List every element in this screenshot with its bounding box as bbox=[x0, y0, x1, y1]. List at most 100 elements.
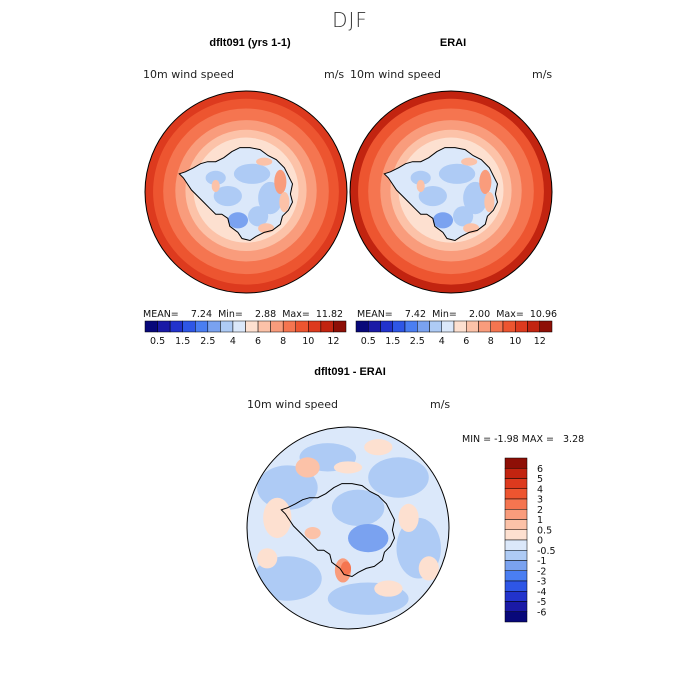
colorbar-diff-tick-label: 0.5 bbox=[537, 525, 552, 536]
colorbar-diff-tick-label: -6 bbox=[537, 607, 546, 618]
colorbar-panel2-tick-label: 6 bbox=[463, 336, 469, 347]
colorbar-panel1-swatch bbox=[320, 320, 334, 333]
colorbar-diff-tick-label: 5 bbox=[537, 474, 543, 485]
map-erai-low-wind bbox=[418, 185, 447, 207]
colorbar-diff-tick-label: 3 bbox=[537, 495, 543, 506]
panel2-variable-label: 10m wind speed bbox=[350, 68, 441, 81]
panel1-min-label: Min= bbox=[218, 309, 243, 320]
colorbar-panel1-swatch bbox=[257, 320, 271, 333]
colorbar-diff-swatch bbox=[504, 570, 528, 582]
colorbar-diff-swatch bbox=[504, 457, 528, 469]
colorbar-panel2-swatch bbox=[404, 320, 418, 333]
colorbar-panel2-swatch bbox=[478, 320, 491, 333]
colorbar-panel2-tick-label: 2.5 bbox=[410, 336, 425, 347]
colorbar-diff-tick-label: 1 bbox=[537, 515, 543, 526]
panel3-stats: MIN = -1.98 MAX = 3.28 bbox=[462, 434, 584, 445]
colorbar-diff-tick-label: -5 bbox=[537, 597, 546, 608]
map-diff bbox=[246, 426, 450, 630]
panel1-mean-label: MEAN= bbox=[143, 309, 179, 320]
panel1-units-label: m/s bbox=[324, 68, 345, 81]
colorbar-diff-swatch bbox=[504, 498, 528, 510]
colorbar-diff-tick-label: 2 bbox=[537, 505, 543, 516]
colorbar-panel1-swatch bbox=[169, 320, 183, 333]
panel1-variable-label: 10m wind speed bbox=[143, 68, 234, 81]
map-dflt091-border bbox=[144, 90, 348, 294]
map-diff-anomaly bbox=[304, 526, 321, 540]
colorbar-panel1-swatch bbox=[207, 320, 221, 333]
colorbar-panel1-swatch bbox=[295, 320, 309, 333]
panel1-min-value: 2.88 bbox=[254, 309, 277, 320]
panel2-min-value: 2.00 bbox=[468, 309, 491, 320]
colorbar-panel2-swatch bbox=[502, 320, 516, 333]
colorbar-panel1-swatch bbox=[282, 320, 296, 333]
map-erai-low-wind bbox=[438, 163, 476, 184]
colorbar-diff-tick-label: -3 bbox=[537, 577, 546, 588]
colorbar-diff-swatch bbox=[504, 539, 528, 551]
colorbar-panel1-swatch bbox=[308, 320, 322, 333]
colorbar-panel1-tick-label: 2.5 bbox=[200, 336, 215, 347]
map-dflt091-low-wind bbox=[205, 170, 226, 185]
colorbar-panel1-swatch bbox=[333, 320, 347, 333]
map-erai-low-wind bbox=[453, 206, 474, 227]
colorbar-diff-tick-label: 6 bbox=[537, 464, 543, 475]
colorbar-panel2-tick-label: 1.5 bbox=[385, 336, 400, 347]
map-diff-contours bbox=[247, 427, 449, 629]
map-dflt091-high-wind bbox=[211, 179, 220, 192]
panel2-stats: MEAN= 7.42 Min= 2.00 Max= 10.96 bbox=[357, 309, 557, 320]
map-erai-high-wind bbox=[416, 179, 425, 192]
panel3-variable-label: 10m wind speed bbox=[247, 398, 338, 411]
panel1-stats: MEAN= 7.24 Min= 2.88 Max= 11.82 bbox=[143, 309, 343, 320]
colorbar-panel1-tick-label: 1.5 bbox=[175, 336, 190, 347]
panel1-max-label: Max= bbox=[282, 309, 310, 320]
colorbar-diff-tick-label: -4 bbox=[537, 587, 546, 598]
colorbar-panel2-tick-label: 4 bbox=[439, 336, 445, 347]
map-erai-coastline bbox=[383, 147, 499, 242]
map-dflt091-low-wind bbox=[227, 212, 249, 229]
map-diff-anomaly bbox=[331, 489, 385, 526]
colorbar-diff-swatch bbox=[504, 509, 528, 520]
colorbar-panel2-swatch bbox=[392, 320, 406, 333]
panel3-min-value: -1.98 bbox=[494, 434, 519, 445]
figure-title: DJF bbox=[332, 8, 368, 32]
colorbar-panel2-swatch bbox=[441, 320, 455, 333]
colorbar-panel1-swatch bbox=[270, 320, 284, 333]
panel3-min-label: MIN = bbox=[462, 434, 492, 445]
panel1-mean-value: 7.24 bbox=[190, 309, 213, 320]
colorbar-panel2: 0.5 1.5 2.5 4 6 8 10 12 bbox=[355, 320, 553, 347]
colorbar-panel2-tick-label: 12 bbox=[534, 336, 546, 347]
colorbar-panel2-swatch bbox=[490, 320, 504, 333]
colorbar-panel2-swatch bbox=[417, 320, 430, 333]
colorbar-panel1-tick-label: 10 bbox=[302, 336, 314, 347]
colorbar-panel2-tick-label: 0.5 bbox=[361, 336, 376, 347]
map-dflt091-high-wind bbox=[256, 157, 273, 166]
colorbar-diff-tick-label: 4 bbox=[537, 484, 543, 495]
panel2-mean-label: MEAN= bbox=[357, 309, 393, 320]
map-erai-low-wind bbox=[432, 212, 454, 229]
colorbar-diff-swatch bbox=[504, 488, 528, 500]
colorbar-panel2-swatch bbox=[380, 320, 393, 333]
colorbar-panel2-swatch bbox=[539, 320, 553, 333]
colorbar-panel1-swatch bbox=[220, 320, 234, 333]
colorbar-panel2-swatch bbox=[466, 320, 479, 333]
colorbar-panel1-swatch bbox=[144, 320, 158, 333]
colorbar-diff-swatch bbox=[504, 591, 528, 602]
colorbar-panel2-swatch bbox=[527, 320, 540, 333]
map-diff-border bbox=[246, 426, 450, 630]
colorbar-panel1-swatch bbox=[232, 320, 246, 333]
map-diff-anomaly bbox=[374, 580, 403, 597]
colorbar-panel1-tick-label: 8 bbox=[280, 336, 286, 347]
map-diff-anomaly bbox=[398, 503, 419, 533]
map-erai-low-wind bbox=[410, 170, 431, 185]
map-diff-coastline bbox=[280, 483, 396, 578]
map-dflt091 bbox=[144, 90, 348, 294]
map-dflt091-high-wind bbox=[279, 192, 290, 213]
map-erai-border bbox=[349, 90, 553, 294]
colorbar-diff-tick-label: -0.5 bbox=[537, 546, 556, 557]
panel1-max-value: 11.82 bbox=[315, 309, 344, 320]
colorbar-panel1-swatch bbox=[157, 320, 171, 333]
map-erai-high-wind bbox=[479, 169, 492, 195]
map-erai-contours bbox=[350, 91, 552, 293]
map-diff-anomaly bbox=[257, 548, 278, 569]
